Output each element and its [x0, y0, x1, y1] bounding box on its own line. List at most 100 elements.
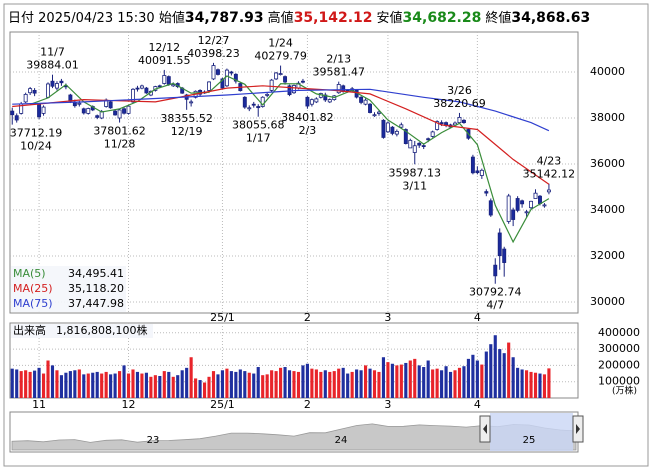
volume-bar: [453, 370, 457, 398]
candle-body: [247, 107, 252, 110]
candle-body: [117, 109, 122, 119]
ma-line: [29, 75, 550, 244]
annotation-value: 40398.23: [187, 47, 240, 60]
y-tick-label: 32000: [590, 249, 625, 262]
volume-bar: [444, 366, 448, 398]
selection-range[interactable]: [490, 413, 573, 451]
candle-body: [520, 200, 525, 205]
volume-bar: [480, 364, 484, 398]
volume-bar: [457, 367, 462, 398]
volume-bar: [466, 358, 470, 398]
y-tick-label: 34000: [590, 203, 625, 216]
arrow: [483, 424, 487, 434]
volume-bar: [216, 374, 220, 398]
annotation-date: 2/13: [326, 53, 351, 66]
volume-bar: [211, 371, 216, 398]
annotation-date: 1/24: [268, 37, 293, 50]
navigator-selection[interactable]: [479, 413, 584, 451]
candle-body: [256, 106, 261, 109]
volume-bar: [113, 373, 117, 398]
candle-body: [336, 84, 341, 94]
volume-bar: [109, 374, 113, 398]
ma-line: [12, 88, 550, 132]
annotation-value: 37712.19: [10, 127, 63, 140]
candle-body: [502, 248, 507, 263]
candle-body: [189, 101, 194, 104]
x-tick-label: 25/1: [210, 398, 235, 411]
label: 日付: [8, 11, 35, 26]
volume-bar: [33, 370, 37, 398]
annotation-value: 38401.82: [281, 111, 334, 124]
candle-body: [32, 90, 37, 94]
candle-body: [305, 96, 310, 107]
volume-bar: [153, 375, 157, 398]
annotation-date: 11/28: [104, 138, 136, 151]
candle-body: [408, 139, 413, 149]
annotation-value: 37801.62: [93, 125, 146, 138]
candle-body: [216, 69, 220, 75]
volume-bar: [337, 368, 341, 398]
candle-body: [54, 83, 59, 89]
candle-body: [453, 122, 457, 126]
volume-bar: [64, 372, 68, 398]
volume-bar: [19, 371, 23, 398]
volume-bar: [158, 375, 162, 398]
volume-bar: [198, 380, 202, 398]
volume-bar: [95, 371, 99, 398]
volume-bar: [261, 375, 265, 398]
volume-bar: [301, 365, 305, 398]
volume-bar: [502, 353, 506, 398]
annotation-value: 40279.79: [254, 50, 307, 63]
volume-bar: [507, 342, 511, 398]
candle-body: [113, 110, 118, 116]
volume-bar: [68, 371, 72, 398]
legend-name: MA(25): [13, 282, 53, 295]
candle-body: [394, 130, 399, 135]
candle-body: [14, 115, 19, 121]
candle-body: [265, 93, 270, 96]
y-tick-label: 40000: [590, 65, 625, 78]
candle-body: [488, 200, 493, 216]
volume-bar: [283, 367, 287, 398]
x-tick-label: 12: [122, 398, 136, 411]
volume-bar: [135, 371, 140, 398]
y-tick-label: 200000: [598, 358, 640, 371]
legend-name: MA(5): [13, 267, 46, 280]
high: 35,142.12: [293, 10, 373, 26]
volume-bar: [448, 371, 453, 398]
volume-bar: [395, 365, 399, 398]
volume-bar: [167, 371, 171, 398]
x-tick-label: 11: [32, 398, 46, 411]
candle-body: [390, 126, 395, 134]
volume-bar: [538, 373, 542, 398]
candle-body: [533, 192, 538, 199]
annotation-value: 38220.69: [433, 97, 486, 110]
volume-bar: [547, 368, 551, 398]
volume-bar: [238, 369, 242, 398]
annotation-date: 11/7: [40, 46, 65, 59]
volume-bar: [180, 370, 184, 398]
candle-body: [77, 102, 82, 105]
x-tick-label: 4: [474, 311, 481, 324]
x-tick-label: 2: [304, 311, 311, 324]
candle-body: [497, 232, 502, 257]
label: 高値: [267, 11, 294, 26]
volume-bar: [140, 373, 144, 398]
candle-body: [41, 106, 46, 114]
candle-body: [542, 204, 547, 207]
volume-bar: [100, 373, 104, 398]
volume-bar: [274, 371, 278, 398]
unit-label: (万株): [612, 385, 637, 397]
candle-body: [242, 96, 247, 108]
candle-body: [162, 75, 167, 84]
volume-bar: [50, 365, 55, 398]
candle-body: [309, 99, 314, 105]
candle-body: [377, 111, 381, 114]
annotation-date: 4/7: [486, 299, 504, 312]
low: 34,682.28: [402, 10, 482, 26]
volume-bar: [28, 371, 32, 398]
volume-bar: [10, 368, 14, 398]
volume-bar: [368, 368, 372, 398]
candle-body: [475, 170, 480, 174]
